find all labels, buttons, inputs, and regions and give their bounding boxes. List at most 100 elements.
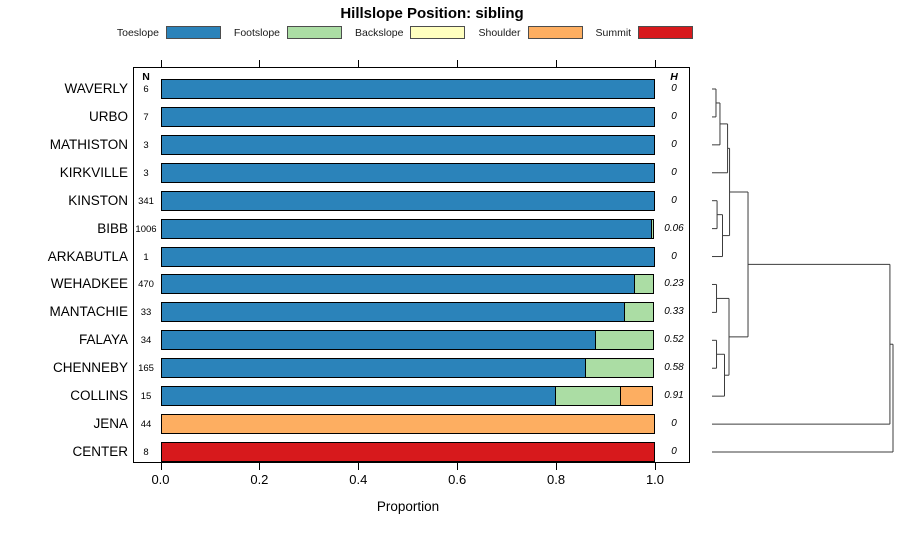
h-value: 0.52 (664, 334, 684, 346)
n-value: 3 (143, 139, 149, 151)
bar-segment-toeslope (160, 162, 655, 183)
x-axis-tick (556, 463, 558, 470)
stacked-bar (160, 414, 655, 435)
stacked-bar (160, 162, 655, 183)
y-axis-label: JENA (93, 416, 128, 432)
legend-swatch-toeslope (165, 26, 221, 39)
bar-segment-toeslope (160, 190, 655, 211)
x-axis-tick-top (457, 60, 459, 67)
x-axis-tick-label: 0.0 (151, 472, 170, 487)
bar-segment-shoulder (619, 386, 653, 407)
stacked-bar (160, 386, 656, 407)
x-axis-tick (457, 463, 459, 470)
bar-segment-footslope (650, 218, 654, 239)
h-value: 0.23 (664, 278, 684, 290)
bar-segment-toeslope (160, 274, 636, 295)
bar-segment-toeslope (160, 218, 652, 239)
n-value: 1006 (135, 223, 157, 235)
legend: Toeslope Footslope Backslope Shoulder Summit (0, 26, 810, 39)
bar-segment-shoulder (160, 414, 655, 435)
stacked-bar (160, 134, 655, 155)
h-value: 0 (671, 418, 677, 430)
h-value: 0.58 (664, 362, 684, 374)
x-axis-tick (358, 463, 360, 470)
y-axis-label: COLLINS (70, 388, 128, 404)
h-column-header: H (670, 71, 678, 83)
x-axis-tick-top (160, 60, 162, 67)
stacked-bar (160, 218, 656, 239)
chart-title: Hillslope Position: sibling (340, 5, 524, 22)
x-axis-tick (259, 463, 261, 470)
y-axis-label: MANTACHIE (49, 304, 128, 320)
legend-item-toeslope: Toeslope (117, 26, 221, 39)
legend-item-backslope: Backslope (355, 26, 466, 39)
x-axis-title: Proportion (376, 499, 440, 514)
n-value: 3 (143, 167, 149, 179)
n-value: 34 (140, 335, 152, 347)
n-value: 1 (143, 251, 149, 263)
bar-segment-toeslope (160, 79, 655, 99)
bar-segment-toeslope (160, 246, 655, 267)
stacked-bar (160, 274, 656, 295)
stacked-bar (160, 106, 655, 127)
h-value: 0 (671, 83, 677, 94)
n-column-header: N (142, 71, 150, 83)
x-axis-tick-label: 0.6 (448, 472, 467, 487)
x-axis-tick (160, 463, 162, 470)
stacked-bar (160, 190, 655, 211)
legend-item-shoulder: Shoulder (478, 26, 583, 39)
h-value: 0.91 (664, 390, 684, 402)
bar-segment-footslope (594, 330, 654, 351)
x-axis-tick-top (259, 60, 261, 67)
bar-segment-toeslope (160, 330, 596, 351)
bar-segment-footslope (624, 302, 654, 323)
bar-segment-footslope (634, 274, 654, 295)
bar-segment-toeslope (160, 134, 655, 155)
n-value: 15 (140, 391, 152, 403)
x-axis-tick (655, 463, 656, 470)
legend-item-summit: Summit (596, 26, 694, 39)
legend-label: Toeslope (116, 26, 159, 39)
h-value: 0 (671, 138, 677, 150)
bar-segment-footslope (555, 386, 621, 407)
n-value: 6 (143, 84, 149, 95)
stacked-bar (160, 330, 656, 351)
x-axis-tick-label: 1.0 (645, 472, 665, 487)
h-value: 0 (671, 445, 677, 457)
x-axis-tick-label: 0.8 (547, 472, 566, 487)
x-axis-tick-top (556, 60, 558, 67)
h-value: 0 (671, 194, 677, 206)
h-value: 0.06 (664, 222, 684, 234)
n-value: 7 (143, 111, 149, 123)
stacked-bar (160, 246, 655, 267)
y-axis-label: CHENNEBY (52, 360, 128, 376)
legend-label: Footslope (233, 26, 281, 39)
x-axis-tick-label: 0.4 (349, 472, 368, 487)
y-axis-label: WAVERLY (64, 81, 128, 96)
y-axis-label: ARKABUTLA (47, 248, 128, 264)
y-axis-label: CENTER (72, 443, 128, 459)
h-value: 0 (671, 110, 677, 122)
y-axis-label: URBO (88, 108, 128, 124)
legend-label: Shoulder (478, 26, 521, 39)
legend-swatch-shoulder (527, 26, 583, 39)
y-axis-label: KINSTON (68, 192, 128, 208)
n-value: 470 (138, 279, 154, 291)
y-axis-label: BIBB (97, 220, 128, 236)
n-value: 44 (140, 419, 152, 431)
y-axis-label: FALAYA (78, 332, 128, 348)
bar-segment-toeslope (160, 358, 586, 379)
stacked-bar (160, 358, 656, 379)
bar-segment-footslope (584, 358, 654, 379)
n-value: 165 (138, 363, 154, 375)
bar-segment-toeslope (160, 386, 557, 407)
x-axis-tick-top (655, 60, 656, 67)
legend-swatch-footslope (287, 26, 343, 39)
stacked-bar (160, 441, 655, 462)
bar-segment-toeslope (160, 106, 655, 127)
bar-segment-toeslope (160, 302, 626, 323)
h-value: 0.33 (664, 306, 684, 318)
stacked-bar (160, 302, 656, 323)
y-axis-label: MATHISTON (49, 136, 128, 152)
